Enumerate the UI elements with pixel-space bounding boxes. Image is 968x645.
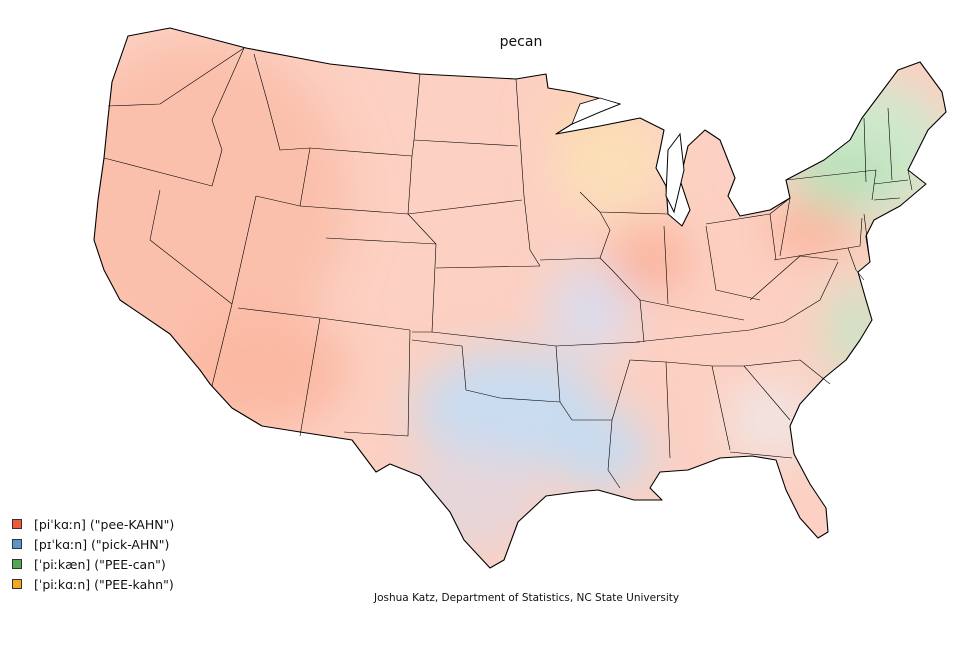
legend-label: [piˈkɑːn] ("pee-KAHN") xyxy=(34,516,175,532)
legend-label: [ˈpiːkɑːn] ("PEE-kahn") xyxy=(34,576,174,592)
lake-superior-edge xyxy=(571,97,622,125)
credit-text: Joshua Katz, Department of Statistics, N… xyxy=(374,592,680,604)
legend-swatch xyxy=(12,539,22,549)
legend-swatch xyxy=(12,559,22,569)
legend-swatch xyxy=(12,519,22,529)
lake-michigan xyxy=(665,132,685,214)
legend-swatch xyxy=(12,579,22,589)
legend: [piˈkɑːn] ("pee-KAHN") [pɪˈkɑːn] ("pick-… xyxy=(12,514,174,594)
map-title: pecan xyxy=(499,34,543,50)
legend-item-pee-can: [ˈpiːkæn] ("PEE-can") xyxy=(12,554,174,574)
state-borders xyxy=(103,47,913,489)
legend-item-pee-kahn: [piˈkɑːn] ("pee-KAHN") xyxy=(12,514,174,534)
legend-label: [pɪˈkɑːn] ("pick-AHN") xyxy=(34,536,170,552)
legend-label: [ˈpiːkæn] ("PEE-can") xyxy=(34,556,166,572)
legend-item-pick-ahn: [pɪˈkɑːn] ("pick-AHN") xyxy=(12,534,174,554)
legend-item-pee-kahn-stressed: [ˈpiːkɑːn] ("PEE-kahn") xyxy=(12,574,174,594)
